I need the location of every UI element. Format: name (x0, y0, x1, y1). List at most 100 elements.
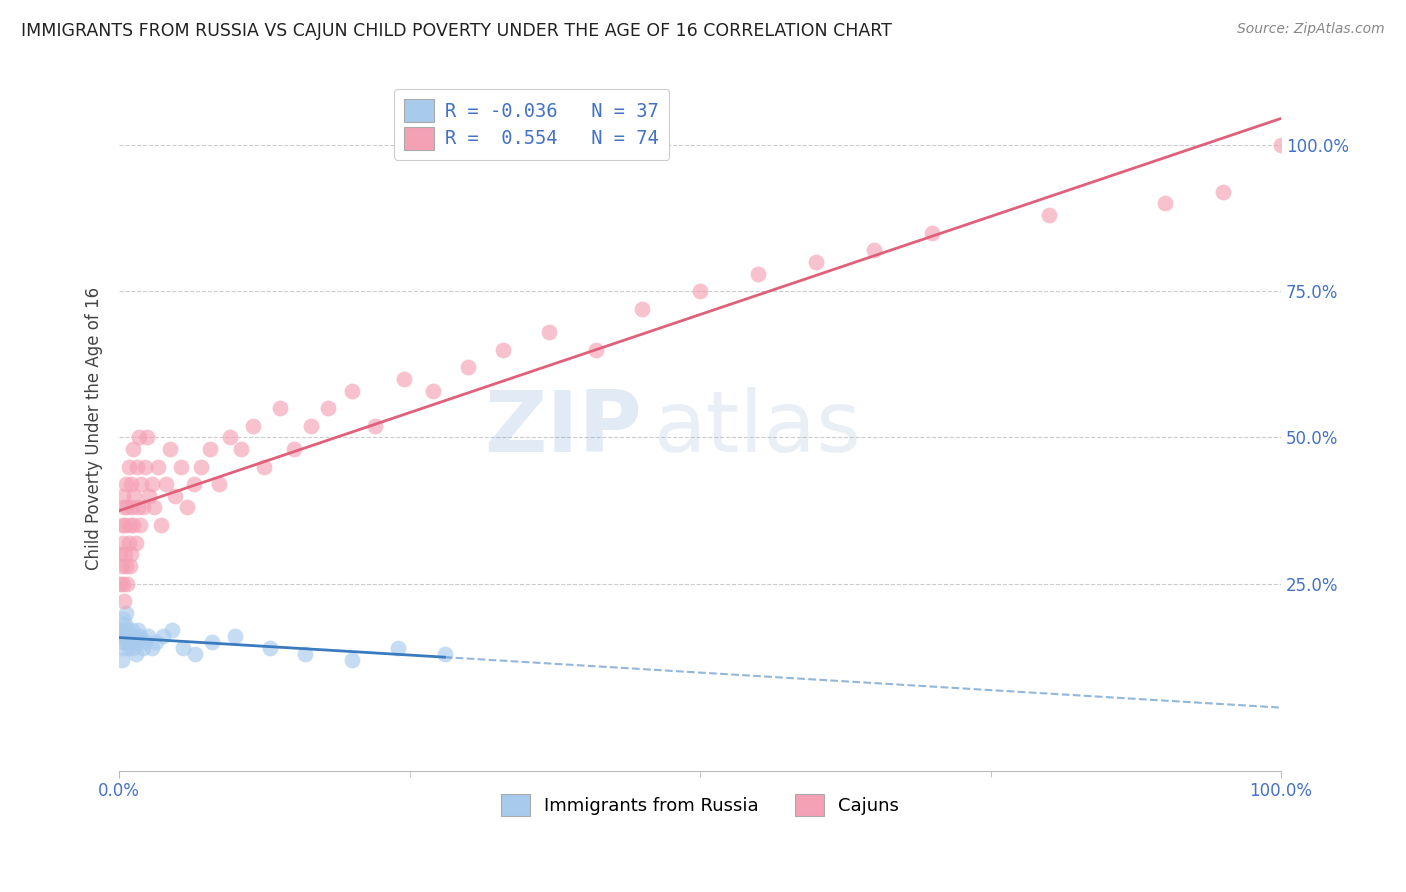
Point (160, 624, 183, 638)
Point (111, 535, 134, 549)
Legend: Immigrants from Russia, Cajuns: Immigrants from Russia, Cajuns (494, 787, 907, 823)
Point (115, 559, 138, 574)
Point (117, 535, 139, 549)
Point (208, 477, 231, 491)
Point (114, 617, 136, 632)
Point (457, 360, 479, 375)
Point (124, 629, 146, 643)
Point (1038, 208, 1060, 222)
Point (125, 635, 148, 649)
Point (198, 442, 221, 456)
Point (128, 430, 150, 444)
Point (118, 629, 141, 643)
Point (124, 489, 146, 503)
Point (136, 629, 159, 643)
Point (111, 489, 134, 503)
Point (111, 612, 134, 626)
Point (806, 255, 828, 269)
Point (294, 647, 316, 661)
Point (242, 418, 264, 433)
Point (111, 576, 134, 591)
Point (110, 518, 132, 533)
Point (491, 343, 513, 357)
Point (131, 640, 153, 655)
Point (921, 226, 943, 240)
Point (1153, 196, 1175, 211)
Text: IMMIGRANTS FROM RUSSIA VS CAJUN CHILD POVERTY UNDER THE AGE OF 16 CORRELATION CH: IMMIGRANTS FROM RUSSIA VS CAJUN CHILD PO… (21, 22, 891, 40)
Point (134, 635, 156, 649)
Point (110, 652, 132, 666)
Point (117, 459, 139, 474)
Point (136, 430, 159, 444)
Point (340, 652, 363, 666)
Point (159, 442, 181, 456)
Point (538, 325, 561, 339)
Point (124, 647, 146, 661)
Point (201, 635, 224, 649)
Point (129, 518, 152, 533)
Point (114, 629, 136, 643)
Point (283, 442, 305, 456)
Point (118, 518, 141, 533)
Point (110, 547, 132, 561)
Point (121, 500, 143, 515)
Point (224, 629, 246, 643)
Point (125, 459, 148, 474)
Point (422, 384, 444, 398)
Point (253, 459, 276, 474)
Point (387, 640, 409, 655)
Point (747, 267, 769, 281)
Point (163, 489, 186, 503)
Point (190, 459, 212, 474)
Point (364, 418, 387, 433)
Point (124, 535, 146, 549)
Point (110, 559, 132, 574)
Point (585, 343, 607, 357)
Point (433, 647, 456, 661)
Point (117, 640, 139, 655)
Point (146, 459, 169, 474)
Point (112, 640, 135, 655)
Point (127, 500, 149, 515)
Text: ZIP: ZIP (484, 387, 643, 470)
Point (117, 635, 139, 649)
Point (392, 372, 415, 386)
Point (117, 576, 139, 591)
Point (340, 384, 363, 398)
Point (183, 477, 205, 491)
Point (1270, 137, 1292, 152)
Point (150, 518, 173, 533)
Point (120, 547, 142, 561)
Point (129, 629, 152, 643)
Text: atlas: atlas (654, 387, 862, 470)
Point (155, 477, 177, 491)
Point (115, 606, 138, 620)
Point (170, 459, 193, 474)
Point (111, 635, 134, 649)
Point (863, 243, 886, 257)
Point (131, 477, 153, 491)
Point (122, 442, 145, 456)
Point (143, 500, 166, 515)
Point (112, 594, 135, 608)
Point (117, 500, 139, 515)
Point (176, 500, 198, 515)
Point (141, 477, 163, 491)
Y-axis label: Child Poverty Under the Age of 16: Child Poverty Under the Age of 16 (86, 287, 103, 570)
Point (152, 629, 174, 643)
Point (631, 301, 654, 316)
Point (259, 640, 281, 655)
Point (1212, 185, 1234, 199)
Point (138, 489, 160, 503)
Point (117, 624, 139, 638)
Point (120, 635, 142, 649)
Point (145, 635, 167, 649)
Point (114, 547, 136, 561)
Point (218, 430, 240, 444)
Point (299, 418, 322, 433)
Point (172, 640, 194, 655)
Point (114, 518, 136, 533)
Point (131, 500, 153, 515)
Point (115, 477, 138, 491)
Point (141, 640, 163, 655)
